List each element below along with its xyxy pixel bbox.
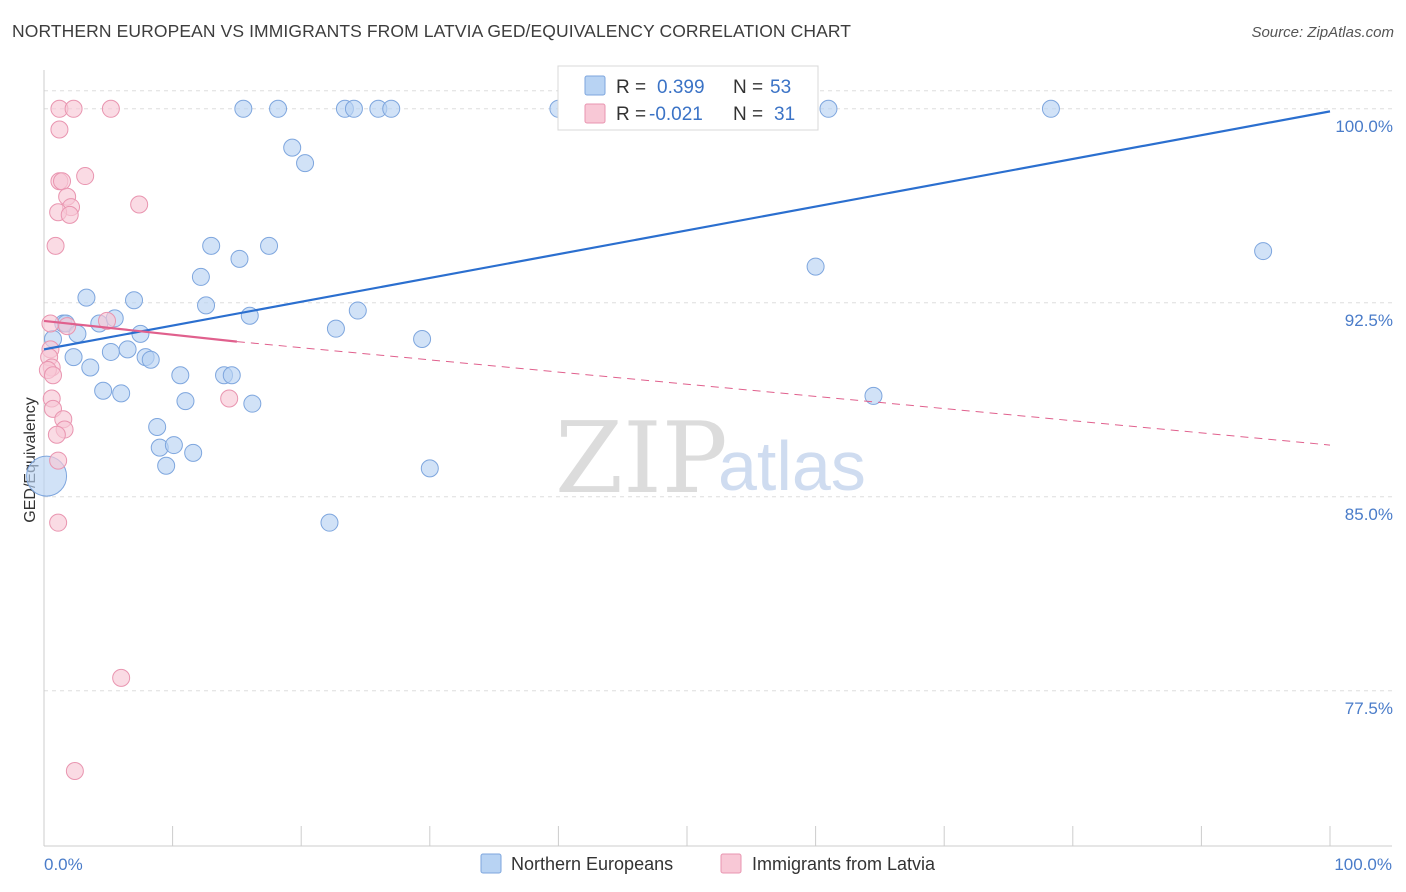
point-northern-european-38	[326, 319, 345, 338]
point-northern-european-16	[141, 350, 160, 369]
point-latvia-immigrant-27	[49, 513, 68, 532]
point-latvia-immigrant-29	[112, 668, 131, 687]
point-northern-european-5	[77, 288, 96, 307]
y-tick-labels: 77.5% 85.0% 92.5% 100.0%	[1335, 117, 1393, 718]
series-legend-swatch-immigrants-latvia	[720, 853, 742, 874]
point-latvia-immigrant-30	[65, 761, 84, 780]
point-northern-european-3	[64, 348, 83, 367]
gridlines	[44, 90, 1392, 692]
point-latvia-immigrant-15	[98, 311, 117, 330]
point-northern-european-36	[296, 154, 315, 173]
point-latvia-immigrant-3	[50, 120, 69, 139]
point-northern-european-21	[171, 366, 190, 385]
point-northern-european-24	[191, 267, 210, 286]
point-northern-european-49	[864, 386, 883, 405]
point-northern-european-6	[81, 358, 100, 377]
point-latvia-immigrant-13	[41, 314, 60, 333]
legend-n-value-0: 53	[770, 77, 791, 98]
point-northern-european-19	[157, 456, 176, 475]
legend-n-label-0: N =	[733, 77, 763, 98]
point-northern-european-37	[320, 513, 339, 532]
legend-r-label-0: R =	[616, 77, 646, 98]
point-latvia-immigrant-5	[53, 172, 72, 191]
series-legend-swatch-northern-europeans	[480, 853, 502, 874]
point-northern-european-22	[176, 392, 195, 411]
series-legend: Northern Europeans Immigrants from Latvi…	[480, 853, 936, 874]
point-northern-european-47	[806, 257, 825, 276]
series-legend-label-northern-europeans: Northern Europeans	[511, 854, 673, 874]
point-latvia-immigrant-14	[58, 317, 77, 336]
y-tick-label-1: 85.0%	[1345, 505, 1393, 524]
point-northern-european-48	[819, 99, 838, 118]
point-northern-european-44	[413, 330, 432, 349]
point-northern-european-11	[112, 384, 131, 403]
trend-line-northern-europeans	[43, 110, 1331, 351]
point-latvia-immigrant-2	[101, 99, 120, 118]
point-latvia-immigrant-20	[44, 366, 63, 385]
point-northern-european-9	[101, 342, 120, 361]
watermark-atlas: atlas	[718, 427, 866, 505]
chart-source: Source: ZipAtlas.com	[1251, 24, 1394, 41]
watermark: ZIP atlas	[555, 402, 866, 516]
legend-swatch-immigrants-latvia	[584, 103, 606, 124]
point-northern-european-31	[243, 394, 262, 413]
point-northern-european-35	[283, 138, 302, 157]
point-latvia-immigrant-28	[220, 389, 239, 408]
trend-lines	[43, 110, 1331, 446]
point-northern-european-33	[234, 99, 253, 118]
watermark-zip: ZIP	[555, 402, 728, 516]
legend-r-value-1: -0.021	[649, 104, 703, 125]
trend-line-immigrants-latvia-extension	[236, 341, 1331, 446]
point-northern-european-32	[260, 236, 279, 255]
series-legend-label-immigrants-latvia: Immigrants from Latvia	[752, 854, 936, 874]
trend-line-immigrants-latvia	[43, 319, 238, 343]
point-northern-european-40	[344, 99, 363, 118]
point-northern-european-34	[269, 99, 288, 118]
point-latvia-immigrant-26	[49, 451, 68, 470]
point-northern-european-12	[118, 340, 137, 359]
legend-r-label-1: R =	[616, 104, 646, 125]
chart-title: NORTHERN EUROPEAN VS IMMIGRANTS FROM LAT…	[12, 21, 852, 41]
point-northern-european-28	[222, 366, 241, 385]
point-northern-european-17	[148, 417, 167, 436]
legend-n-label-1: N =	[733, 104, 763, 125]
legend-n-value-1: 31	[774, 104, 795, 125]
point-northern-european-13	[125, 291, 144, 310]
point-northern-european-41	[348, 301, 367, 320]
point-northern-european-20	[164, 436, 183, 455]
point-northern-european-50	[1041, 99, 1060, 118]
point-northern-european-26	[202, 236, 221, 255]
legend-swatch-northern-europeans	[584, 75, 606, 96]
stats-legend: R = 0.399 N = 53 R = -0.021 N = 31	[557, 65, 819, 131]
point-latvia-immigrant-12	[46, 236, 65, 255]
point-northern-european-14	[131, 324, 150, 343]
point-northern-european-23	[184, 443, 203, 462]
legend-r-value-0: 0.399	[657, 77, 705, 98]
point-northern-european-29	[230, 249, 249, 268]
point-northern-european-43	[382, 99, 401, 118]
x-tick-label-max: 100.0%	[1334, 855, 1392, 874]
x-tick-label-min: 0.0%	[44, 855, 83, 874]
point-northern-european-25	[197, 296, 216, 315]
point-northern-european-45	[420, 459, 439, 478]
point-latvia-immigrant-25	[47, 425, 66, 444]
point-latvia-immigrant-10	[60, 205, 79, 224]
point-latvia-immigrant-6	[76, 167, 95, 186]
point-northern-european-51	[1254, 242, 1273, 261]
point-latvia-immigrant-11	[130, 195, 149, 214]
y-tick-label-3: 100.0%	[1335, 117, 1393, 136]
point-latvia-immigrant-1	[64, 99, 83, 118]
point-northern-european-8	[94, 381, 113, 400]
y-tick-label-2: 92.5%	[1345, 311, 1393, 330]
y-tick-label-0: 77.5%	[1345, 699, 1393, 718]
